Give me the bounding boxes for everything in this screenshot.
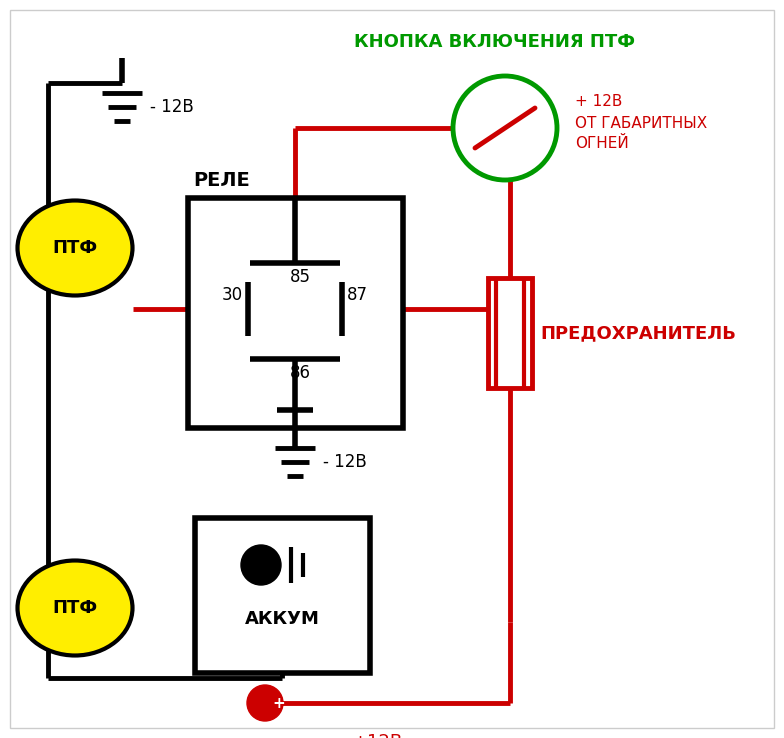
Text: ПТФ: ПТФ — [53, 599, 97, 617]
Text: 85: 85 — [289, 268, 310, 286]
Bar — [488, 278, 532, 388]
Bar — [195, 518, 370, 673]
Bar — [188, 198, 403, 428]
Text: +12В: +12В — [352, 733, 402, 738]
Text: - 12В: - 12В — [150, 98, 194, 116]
Circle shape — [241, 545, 281, 585]
Circle shape — [247, 685, 283, 721]
Text: + 12В
ОТ ГАБАРИТНЫХ
ОГНЕЙ: + 12В ОТ ГАБАРИТНЫХ ОГНЕЙ — [575, 94, 707, 151]
Text: 87: 87 — [347, 286, 368, 304]
Text: - 12В: - 12В — [323, 453, 367, 471]
Ellipse shape — [17, 560, 132, 655]
Text: АККУМ: АККУМ — [245, 610, 319, 628]
Text: +: + — [272, 695, 285, 711]
Text: 86: 86 — [289, 364, 310, 382]
Ellipse shape — [17, 201, 132, 295]
Text: ПРЕДОХРАНИТЕЛЬ: ПРЕДОХРАНИТЕЛЬ — [540, 324, 736, 342]
Text: ПТФ: ПТФ — [53, 239, 97, 257]
Text: 30: 30 — [222, 286, 243, 304]
Circle shape — [453, 76, 557, 180]
Text: РЕЛЕ: РЕЛЕ — [193, 171, 250, 190]
Text: КНОПКА ВКЛЮЧЕНИЯ ПТФ: КНОПКА ВКЛЮЧЕНИЯ ПТФ — [354, 33, 636, 51]
